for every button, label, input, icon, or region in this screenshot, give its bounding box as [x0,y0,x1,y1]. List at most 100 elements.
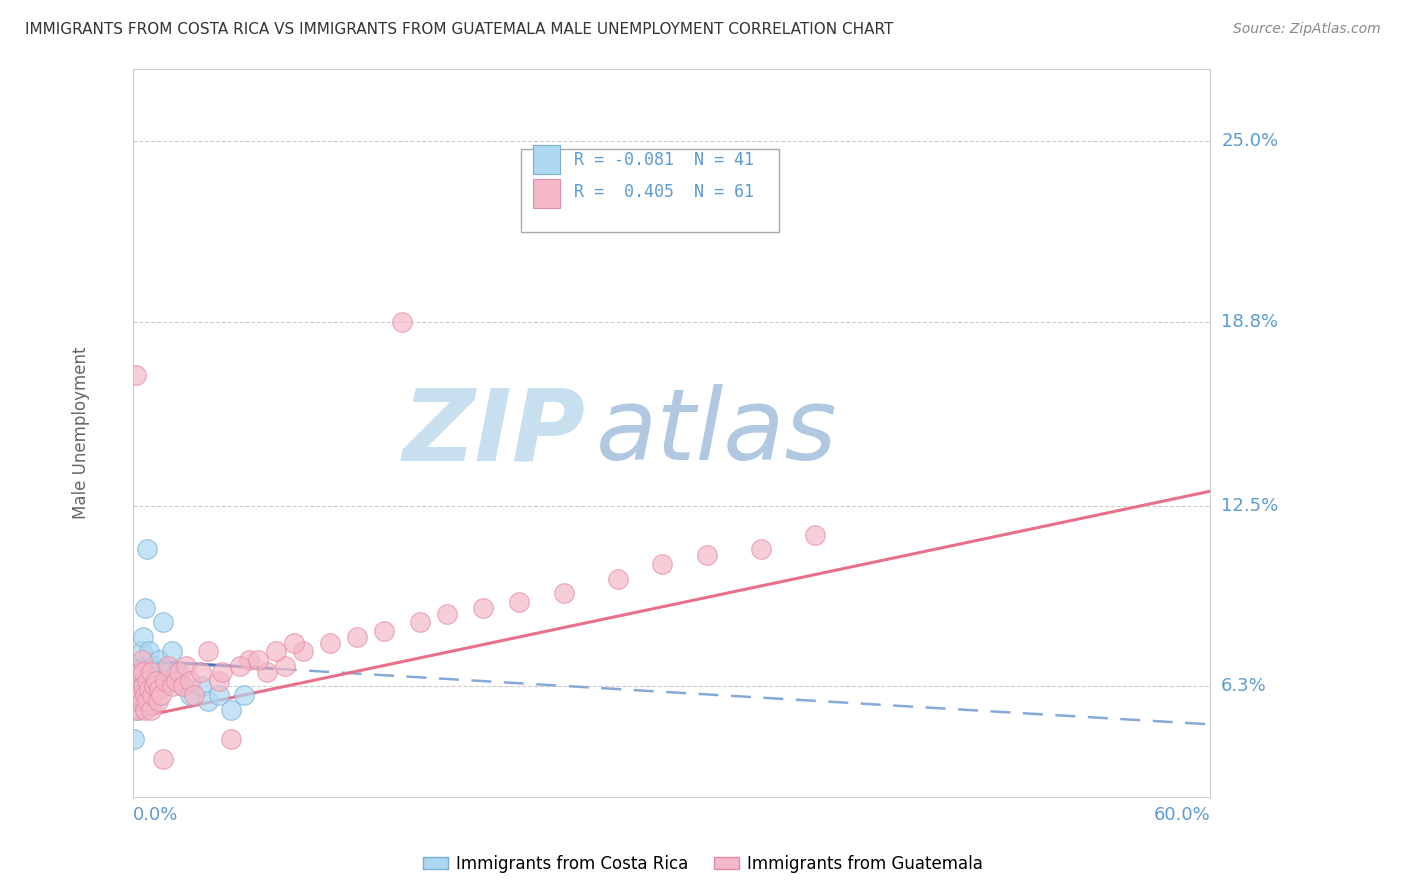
Point [176,659,198,673]
FancyBboxPatch shape [533,179,561,209]
Text: R =  0.405  N = 61: R = 0.405 N = 61 [575,184,755,202]
Point [127,673,149,688]
Point [179,673,201,688]
Point [292,644,315,658]
Point [128,665,150,679]
Text: 0.0%: 0.0% [132,806,179,824]
Point [139,694,162,708]
Point [150,688,173,702]
Point [139,665,162,679]
Point [283,636,305,650]
Point [127,703,149,717]
Text: IMMIGRANTS FROM COSTA RICA VS IMMIGRANTS FROM GUATEMALA MALE UNEMPLOYMENT CORREL: IMMIGRANTS FROM COSTA RICA VS IMMIGRANTS… [25,22,894,37]
Point [125,694,148,708]
Point [179,688,201,702]
FancyBboxPatch shape [533,145,561,174]
Point [141,673,163,688]
Point [135,694,157,708]
Point [128,688,150,702]
Text: 12.5%: 12.5% [1222,497,1278,515]
Point [139,665,162,679]
Point [135,542,157,557]
Point [150,665,173,679]
Point [208,688,231,702]
Point [148,653,170,667]
Point [153,673,176,688]
Point [143,680,166,694]
Point [346,630,368,644]
Point [132,680,155,694]
Point [172,680,194,694]
Point [127,694,149,708]
Point [124,731,146,746]
Point [232,688,254,702]
Point [256,665,278,679]
Point [152,615,174,630]
Point [152,752,174,766]
Text: 25.0%: 25.0% [1222,132,1278,151]
Point [139,703,162,717]
Point [153,680,176,694]
Point [138,644,160,658]
Point [145,673,167,688]
Point [157,659,180,673]
Point [197,644,219,658]
Point [131,694,153,708]
Point [160,644,183,658]
Point [229,659,252,673]
Point [436,607,458,621]
Point [190,680,212,694]
Point [134,665,156,679]
Point [138,688,160,702]
Point [165,665,187,679]
Point [165,673,187,688]
Point [146,694,169,708]
Point [696,549,718,563]
Point [221,731,243,746]
Point [134,688,156,702]
Text: 6.3%: 6.3% [1222,677,1267,696]
Point [125,368,148,382]
Text: Source: ZipAtlas.com: Source: ZipAtlas.com [1233,22,1381,37]
Point [131,653,153,667]
Point [160,680,183,694]
Point [143,682,166,697]
Point [125,703,148,717]
Point [190,665,212,679]
Text: R = -0.081  N = 41: R = -0.081 N = 41 [575,151,755,169]
Point [804,528,827,542]
Point [134,703,156,717]
Point [128,665,150,679]
Legend: Immigrants from Costa Rica, Immigrants from Guatemala: Immigrants from Costa Rica, Immigrants f… [416,848,990,880]
Point [138,682,160,697]
Point [146,680,169,694]
Point [197,694,219,708]
Point [274,659,297,673]
Point [148,682,170,697]
Point [131,694,153,708]
Point [128,688,150,702]
Point [471,600,494,615]
Point [238,653,260,667]
Point [211,665,233,679]
Text: ZIP: ZIP [402,384,585,482]
Point [132,680,155,694]
Point [183,688,205,702]
Point [141,688,163,702]
Point [132,665,155,679]
Point [247,653,270,667]
Point [157,665,180,679]
Point [127,659,149,673]
Point [167,665,190,679]
Point [749,542,772,557]
Point [131,644,153,658]
Point [131,673,153,688]
Point [319,636,342,650]
Point [124,688,146,702]
Point [409,615,432,630]
Point [373,624,395,639]
Point [134,600,156,615]
Point [553,586,575,600]
Text: Male Unemployment: Male Unemployment [72,347,90,519]
Point [651,557,673,571]
